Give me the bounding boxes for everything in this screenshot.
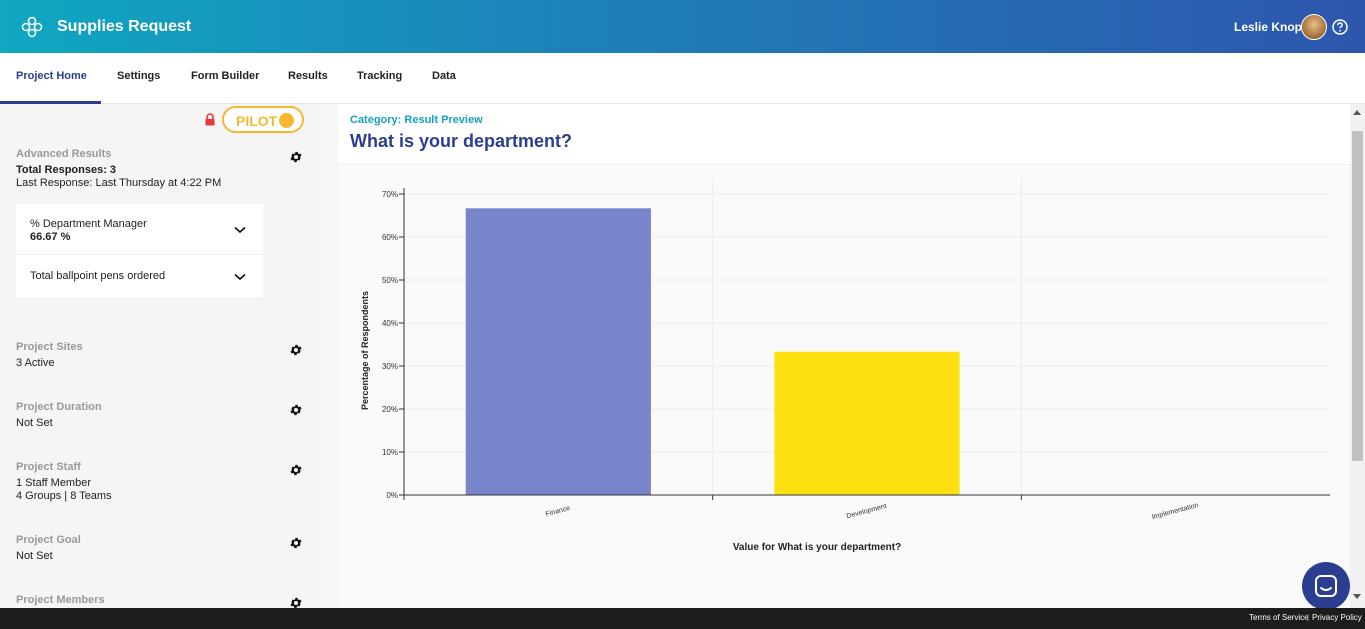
y-tick-label: 30%	[382, 362, 398, 371]
chevron-down-icon[interactable]	[234, 273, 246, 281]
project-goal-value: Not Set	[16, 550, 53, 562]
top-header: Supplies Request Leslie Knope	[0, 0, 1365, 53]
y-axis-label: Percentage of Respondents	[360, 291, 370, 410]
gear-icon[interactable]	[289, 596, 303, 608]
privacy-policy-link[interactable]: Privacy Policy	[1312, 613, 1362, 622]
total-responses: Total Responses: 3	[16, 164, 117, 176]
metric-department-manager[interactable]: % Department Manager 66.67 %	[16, 204, 263, 254]
app-title[interactable]: Supplies Request	[57, 18, 192, 35]
x-tick-label: Development	[846, 503, 888, 520]
y-tick-label: 40%	[382, 319, 398, 328]
metric-name: Total ballpoint pens ordered	[30, 270, 166, 282]
chat-launcher-button[interactable]	[1302, 562, 1350, 610]
last-response: Last Response: Last Thursday at 4:22 PM	[16, 177, 222, 189]
question-title: What is your department?	[350, 131, 573, 151]
y-tick-label: 10%	[382, 448, 398, 457]
project-staff-title: Project Staff	[16, 461, 81, 473]
bar-development	[774, 351, 960, 495]
user-name[interactable]: Leslie Knope	[1234, 20, 1309, 34]
flower-logo-icon[interactable]	[21, 16, 43, 38]
y-tick-label: 20%	[382, 405, 398, 414]
category-label: Category: Result Preview	[350, 114, 483, 126]
lock-icon	[205, 113, 215, 126]
pilot-toggle-knob	[279, 113, 294, 128]
department-bar-chart: 0% 10% 20% 30% 40% 50% 60% 70% Finance Developmen…	[360, 178, 1330, 553]
project-sidebar: PILOT Advanced Results Total Responses: …	[0, 104, 320, 608]
x-tick-label: Finance	[545, 505, 571, 518]
result-preview-card: Category: Result Preview What is your de…	[338, 104, 1350, 608]
chat-icon	[1315, 575, 1337, 597]
pilot-toggle[interactable]: PILOT	[222, 106, 304, 133]
tab-settings[interactable]: Settings	[117, 70, 161, 82]
tab-tracking[interactable]: Tracking	[357, 70, 403, 82]
page-footer: Terms of Service | Privacy Policy	[0, 608, 1365, 629]
x-axis-label: Value for What is your department?	[733, 542, 901, 553]
y-tick-label: 70%	[382, 190, 398, 199]
pilot-label: PILOT	[236, 113, 278, 129]
y-tick-label: 60%	[382, 233, 398, 242]
gear-icon[interactable]	[289, 536, 303, 550]
footer-separator: |	[1307, 613, 1310, 622]
chevron-down-icon[interactable]	[234, 226, 246, 234]
metric-ballpoint-pens[interactable]: Total ballpoint pens ordered	[16, 255, 263, 297]
metrics-card: % Department Manager 66.67 % Total ballp…	[16, 204, 263, 297]
gear-icon[interactable]	[289, 150, 303, 164]
project-staff-members: 1 Staff Member	[16, 477, 91, 489]
title-divider	[338, 164, 1350, 165]
project-sites-value: 3 Active	[16, 357, 55, 369]
project-duration-title: Project Duration	[16, 401, 102, 413]
active-tab-indicator	[0, 101, 101, 104]
chart-area: 0% 10% 20% 30% 40% 50% 60% 70% Finance Developmen…	[338, 166, 1350, 608]
vertical-scrollbar[interactable]	[1350, 104, 1365, 608]
metric-name: % Department Manager	[30, 218, 147, 230]
project-staff-groups: 4 Groups | 8 Teams	[16, 490, 112, 502]
project-goal-title: Project Goal	[16, 534, 81, 546]
result-preview-panel: Category: Result Preview What is your de…	[320, 104, 1350, 608]
terms-of-service-link[interactable]: Terms of Service	[1249, 613, 1309, 622]
gear-icon[interactable]	[289, 343, 303, 357]
main-tabs: Project Home Settings Form Builder Resul…	[0, 53, 1365, 104]
metric-divider	[16, 254, 263, 255]
metric-value: 66.67 %	[30, 231, 71, 243]
advanced-results-title: Advanced Results	[16, 148, 112, 160]
tab-results[interactable]: Results	[288, 70, 328, 82]
y-tick-label: 0%	[386, 491, 398, 500]
gear-icon[interactable]	[289, 403, 303, 417]
tab-form-builder[interactable]: Form Builder	[191, 70, 260, 82]
y-tick-label: 50%	[382, 276, 398, 285]
scroll-down-icon[interactable]	[1353, 594, 1361, 599]
project-sites-title: Project Sites	[16, 341, 83, 353]
avatar[interactable]	[1301, 14, 1327, 40]
bar-finance	[465, 208, 651, 495]
help-circle-icon[interactable]	[1332, 19, 1348, 35]
tab-data[interactable]: Data	[432, 70, 456, 82]
tab-project-home[interactable]: Project Home	[16, 70, 87, 82]
x-tick-label: Implementation	[1151, 502, 1199, 521]
project-duration-value: Not Set	[16, 417, 53, 429]
project-members-title: Project Members	[16, 594, 105, 606]
gear-icon[interactable]	[289, 463, 303, 477]
scroll-up-icon[interactable]	[1353, 110, 1361, 115]
scroll-thumb[interactable]	[1352, 131, 1363, 461]
